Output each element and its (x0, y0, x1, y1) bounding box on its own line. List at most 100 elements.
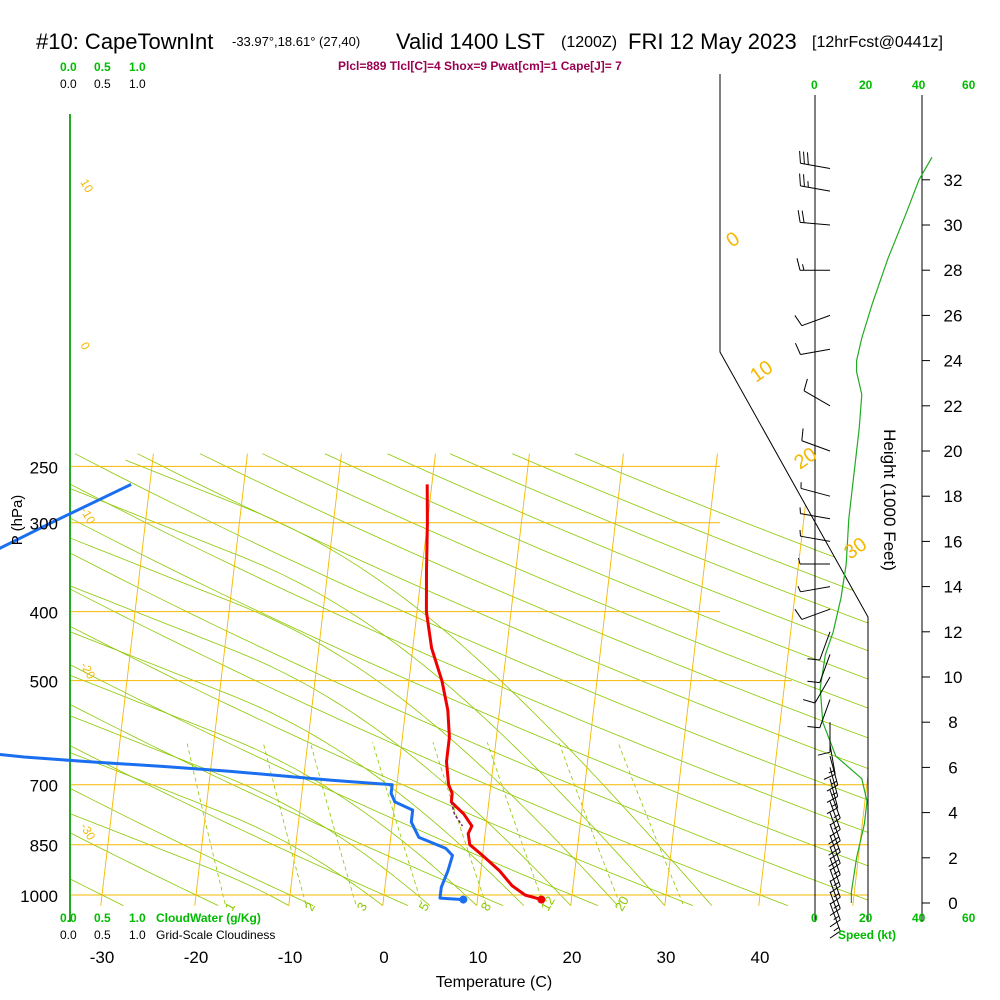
wind-barb-staff (800, 487, 831, 497)
wind-barb-flag (829, 851, 841, 860)
speed-scale-top-1: 20 (859, 78, 873, 92)
wind-barb-half-flag (833, 893, 840, 898)
mixing-ratio-line (186, 742, 226, 905)
station-title: #10: CapeTownInt (36, 29, 213, 54)
wind-barb-flag (829, 919, 841, 928)
wind-barb (798, 557, 830, 565)
dry-adiabat-line (324, 453, 868, 906)
wind-barb-half-flag (833, 927, 840, 932)
pressure-tick-label: 700 (30, 777, 58, 796)
moist-adiabat-line (70, 459, 525, 906)
speed-line (819, 156, 933, 903)
wind-barb (796, 258, 830, 271)
wind-barb-staff (814, 676, 831, 704)
height-tick-label: 12 (944, 623, 963, 642)
dry-adiabat-line (70, 453, 599, 906)
cloudwater-scale-bottom-1: 0.5 (94, 911, 111, 925)
wind-barb-half-flag (831, 792, 837, 796)
moist-adiabat-line (70, 459, 572, 906)
y-axis-title: P (hPa) (9, 495, 26, 546)
dry-adiabat-line (70, 453, 789, 906)
height-tick-label: 16 (944, 532, 963, 551)
wind-barb (829, 891, 841, 928)
wind-barb-flag (826, 795, 839, 803)
wind-barb (803, 378, 831, 407)
wind-barb-flag (829, 840, 841, 849)
wind-barb-flag (817, 751, 831, 756)
mixing-ratio-line (262, 742, 307, 905)
wind-barb-half-flag (833, 870, 840, 875)
wind-barb-staff (801, 314, 831, 327)
wind-barb (829, 801, 841, 837)
wind-barb-flag (829, 908, 841, 916)
wind-barb-staff (801, 608, 831, 620)
moist-adiabat-line (70, 459, 478, 906)
wind-barb-staff (829, 789, 841, 819)
wind-barb (828, 812, 841, 849)
mixing-ratio-line (372, 742, 423, 905)
isotherm-label: -20 (77, 660, 98, 682)
cloudiness-scale-top-1: 0.5 (94, 77, 111, 91)
wind-barb-staff (800, 535, 831, 542)
wind-barb (829, 789, 841, 826)
temperature-tick-label: 20 (563, 948, 582, 967)
moist-adiabats (70, 459, 713, 906)
pressure-tick-label: 500 (30, 673, 58, 692)
wind-barb-staff (800, 185, 831, 192)
wind-barb-flag (803, 378, 808, 391)
wind-barb (829, 902, 841, 939)
wind-barb-staff (829, 835, 841, 864)
wind-barb-flag (797, 210, 801, 223)
wind-barb (801, 428, 831, 452)
dry-adiabat-line (70, 453, 868, 906)
wind-barb-flag (826, 784, 839, 792)
moist-adiabat-line (70, 459, 289, 906)
wind-barb (807, 699, 831, 729)
wind-barb-staff (800, 513, 831, 520)
mixing-ratio-label: 20 (612, 893, 632, 913)
isotherm-line (852, 453, 868, 906)
wind-barb (799, 150, 831, 169)
wind-barb (829, 868, 841, 905)
isotherm-line (476, 453, 530, 906)
valid-time: Valid 1400 LST (396, 29, 545, 54)
wind-barbs (794, 150, 841, 939)
cloudwater-label: CloudWater (g/Kg) (156, 911, 261, 925)
parameter-summary: Plcl=889 Tlcl[C]=4 Shox=9 Pwat[cm]=1 Cap… (338, 59, 622, 73)
temperature-surface-marker (537, 895, 546, 904)
temperature-tick-label: -20 (184, 948, 209, 967)
wind-barb-half-flag (802, 264, 805, 271)
speed-scale-bottom-0: 0 (811, 911, 818, 925)
mixing-ratio-lines (186, 742, 684, 905)
wind-barb (799, 507, 831, 520)
wind-barb (829, 880, 841, 916)
x-axis-title: Temperature (C) (436, 974, 552, 991)
wind-barb-half-flag (828, 769, 835, 774)
wind-barb-staff (819, 654, 831, 683)
height-axis-title: Height (1000 Feet) (880, 429, 899, 571)
mixing-ratio-label: 3 (354, 900, 371, 914)
wind-barb-flag (829, 829, 841, 837)
temperature-tick-label: -10 (278, 948, 303, 967)
cloudiness-scale-top-2: 1.0 (129, 77, 146, 91)
wind-barb (802, 676, 831, 704)
mixing-ratio-label: 12 (538, 893, 558, 913)
dry-adiabat-line (137, 453, 868, 906)
temperature-tick-label: -30 (90, 948, 115, 967)
mixing-ratio-line (432, 742, 487, 905)
height-tick-label: 28 (944, 261, 963, 280)
wind-barb-flag (794, 315, 803, 326)
wind-barb-staff (800, 162, 831, 169)
moist-adiabat-line (125, 459, 713, 906)
wind-barb-flag (794, 343, 801, 355)
sounding-traces (0, 483, 546, 904)
wind-barb-flag (796, 258, 801, 271)
height-tick-label: 18 (944, 487, 963, 506)
theta-label: 20 (790, 443, 821, 474)
isotherm-label: 0 (77, 340, 93, 353)
wind-barb-half-flag (797, 585, 801, 593)
wind-barb-flag (829, 874, 841, 883)
wind-barb (797, 210, 831, 226)
valid-date: FRI 12 May 2023 (628, 29, 797, 54)
